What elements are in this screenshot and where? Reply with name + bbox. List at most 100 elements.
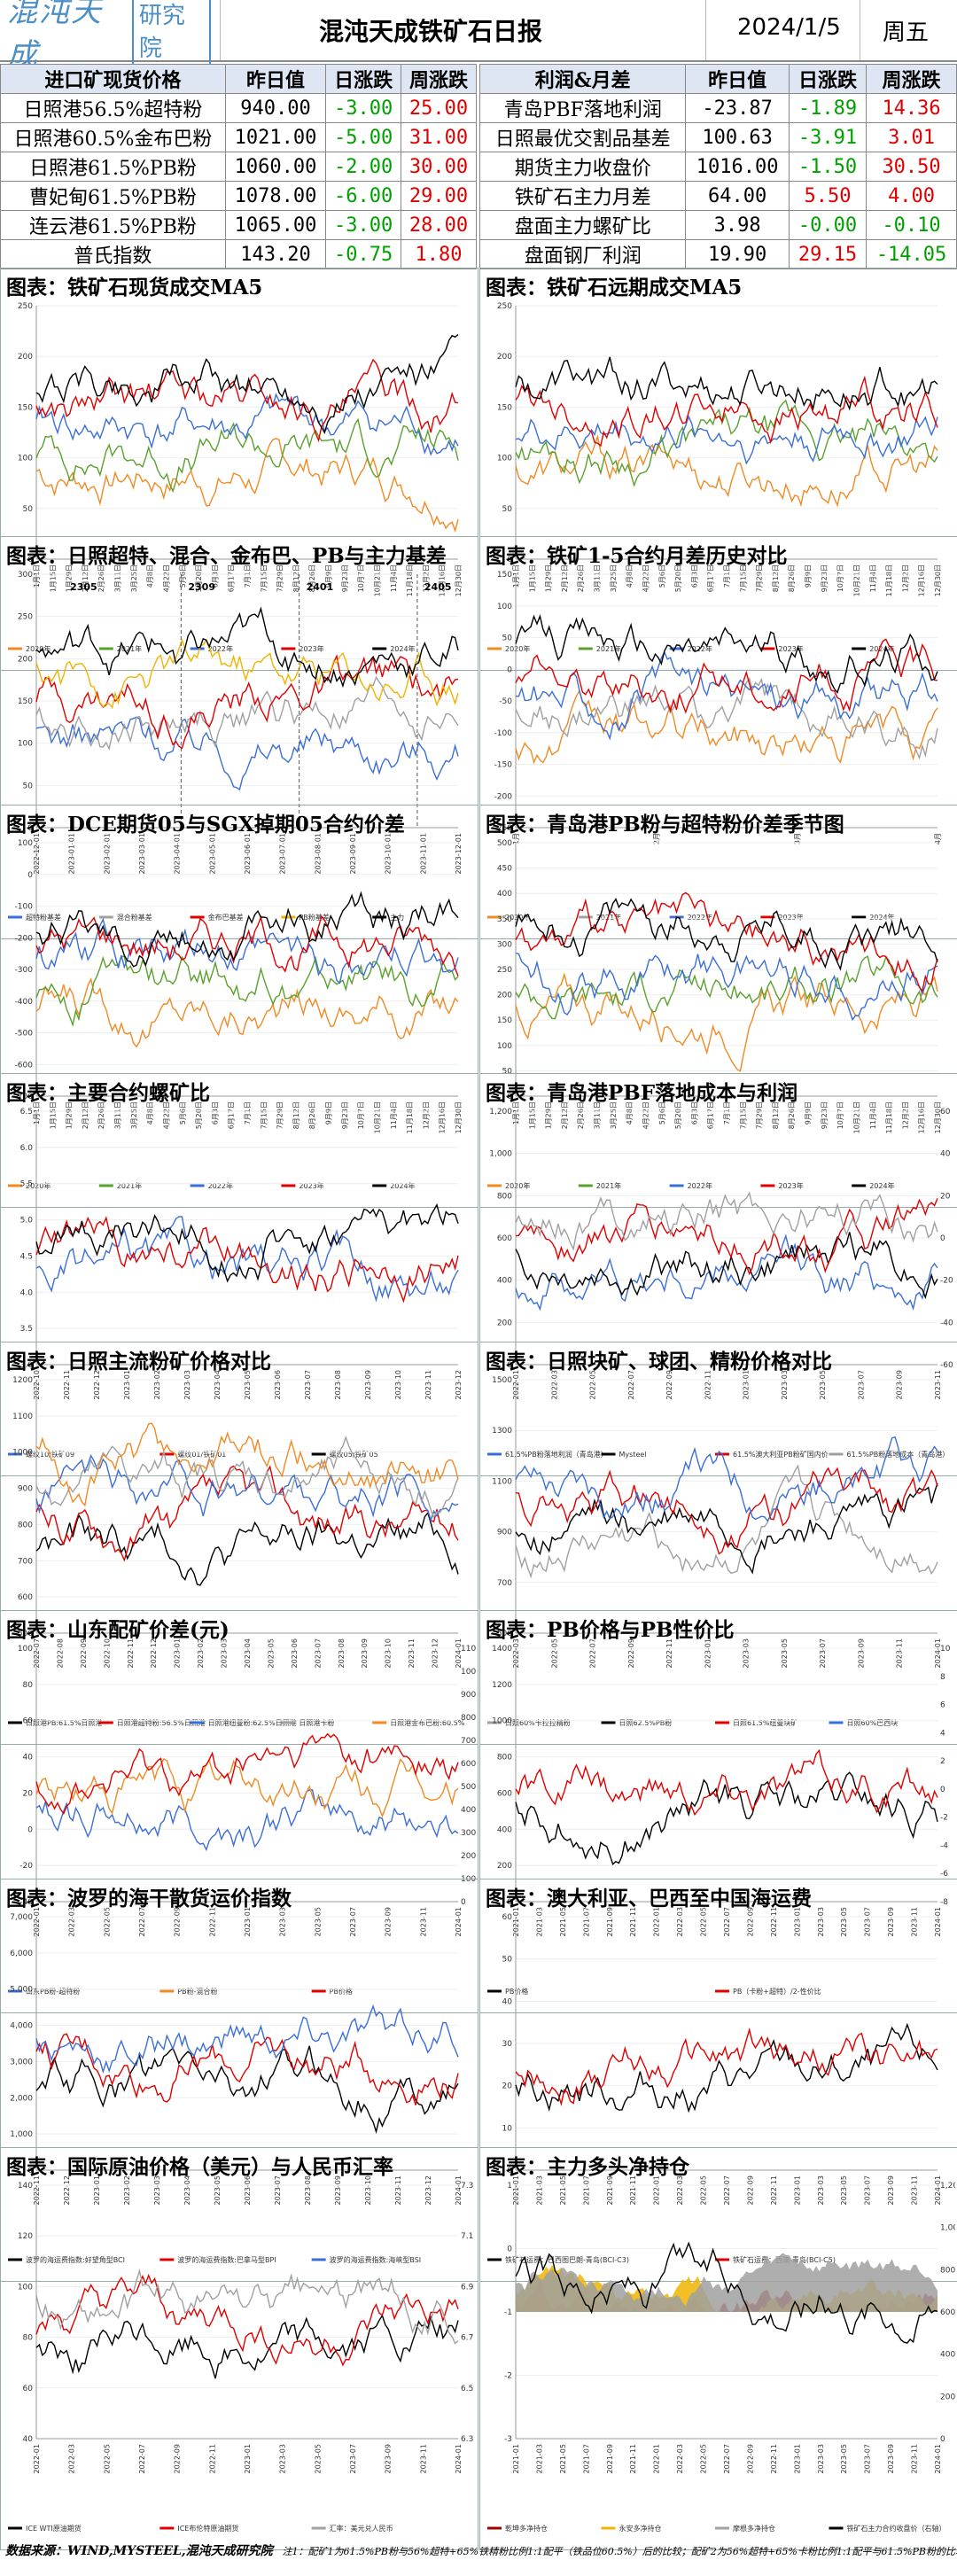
series-line <box>35 955 459 1027</box>
x-tick-label: 12月30日 <box>455 1101 463 1133</box>
y2-tick-label: 0 <box>940 2435 945 2444</box>
y-tick-label: -400 <box>15 998 34 1007</box>
y-tick-label: 1,000 <box>489 1150 512 1159</box>
x-tick-label: 9月9日 <box>805 1101 813 1125</box>
col-header: 周涨跌 <box>866 64 957 94</box>
y-tick-label: 150 <box>497 571 512 580</box>
x-tick-label: 2022-01 <box>653 1907 661 1936</box>
y2-tick-label: -20 <box>940 1277 953 1286</box>
series-line <box>35 2004 459 2074</box>
y-tick-label: 500 <box>497 1630 512 1638</box>
x-tick-label: 2023-04-01 <box>174 833 182 875</box>
y-tick-label: 30 <box>502 2040 513 2049</box>
y2-tick-label: 1000 <box>461 1668 476 1677</box>
y-tick-label: 400 <box>497 890 512 899</box>
series-area <box>516 2253 938 2312</box>
legend-label: PB粉基差 <box>299 913 329 922</box>
y-tick-label: 900 <box>18 1485 33 1494</box>
col-header: 日涨跌 <box>325 64 402 94</box>
x-tick-label: 4月22日 <box>162 564 170 592</box>
y-tick-label: 200 <box>497 1319 512 1327</box>
y-tick-label: 600 <box>497 1789 512 1798</box>
x-tick-label: 2023-01 <box>743 1370 751 1399</box>
series-line <box>515 1748 938 1817</box>
x-tick-label: 2月26日 <box>577 1101 585 1129</box>
y2-tick-label: -2 <box>940 1814 948 1823</box>
x-tick-label: 2022-11 <box>208 2444 216 2473</box>
chart-panel: 图表：日照超特、混合、金布巴、PB与主力基差 0 50 100 150 200 250 300… <box>0 536 478 939</box>
y-tick-label: -200 <box>494 792 513 801</box>
legend-label: 2023年 <box>778 644 803 653</box>
x-tick-label: 2021-05 <box>559 2444 567 2473</box>
chart-title: 图表：澳大利亚、巴西至中国海运费 <box>486 1887 812 1911</box>
x-tick-label: 2023-04 <box>183 2175 191 2205</box>
x-tick-label: 2023-05 <box>314 2444 322 2473</box>
chart-title: 图表：波罗的海干散货运价指数 <box>6 1887 292 1911</box>
x-tick-label: 2023-08-01 <box>314 833 322 875</box>
weekly-change: 30.50 <box>866 152 957 182</box>
x-tick-label: 2022-09 <box>665 1370 673 1399</box>
x-tick-label: 2023-04 <box>244 1638 252 1668</box>
row-label: 连云港61.5%PB粉 <box>0 210 226 240</box>
x-tick-label: 3月11日 <box>114 564 122 592</box>
legend-label: 2024年 <box>869 1181 894 1190</box>
series-line <box>35 417 459 494</box>
x-tick-label: 8月26日 <box>308 564 316 592</box>
y-tick-label: -2 <box>504 2372 512 2381</box>
x-tick-label: 6月3日 <box>211 564 219 588</box>
legend-label: 日照港纽曼粉:62.5%日照港 <box>208 1718 297 1727</box>
legend-label: 61.5%PB粉落地成本（青岛港） <box>847 1450 950 1459</box>
series-line <box>35 2314 459 2379</box>
y-tick-label: 100 <box>18 1645 33 1654</box>
x-tick-label: 2月26日 <box>97 564 105 592</box>
weekly-change: 4.00 <box>866 181 957 211</box>
chart-panel: 图表：PB价格与PB性价比 0 200 400 600 800 1000 1200 1400 -8… <box>479 1610 957 2013</box>
x-tick-label: 2022-07 <box>723 1907 731 1936</box>
x-tick-label: 2022-05 <box>103 2444 111 2473</box>
chart-title: 图表：日照主流粉矿价格对比 <box>6 1350 271 1374</box>
series-line <box>35 977 459 1048</box>
x-tick-label: 2023-11 <box>896 1638 904 1668</box>
y-tick-label: 200 <box>497 1862 512 1871</box>
company-logo: 混沌天成 研究院 <box>7 0 211 73</box>
legend-label: 2024年 <box>390 1181 415 1190</box>
daily-change: -6.00 <box>325 181 402 211</box>
y-tick-label: 120 <box>18 2232 33 2241</box>
y2-tick-label: 200 <box>461 1852 476 1861</box>
x-tick-label: 12月2日 <box>901 1101 909 1129</box>
weekly-change: -0.10 <box>866 210 957 240</box>
legend-label: 61.5%PB粉落地利润（青岛港） <box>505 1450 608 1459</box>
x-tick-label: 2023-06 <box>291 1638 299 1668</box>
y-tick-label: 50 <box>502 1956 513 1965</box>
prev-value: 100.63 <box>685 122 790 152</box>
weekly-change: 25.00 <box>401 93 477 123</box>
series-line <box>35 1511 459 1586</box>
series-line <box>515 891 938 992</box>
y2-tick-label: 6.9 <box>461 2283 474 2292</box>
x-tick-label: 2022-11 <box>665 1638 673 1668</box>
chart-title: 图表：主要合约螺矿比 <box>6 1081 210 1105</box>
y-tick-label: 600 <box>18 1593 33 1602</box>
x-tick-label: 2023-03 <box>279 2444 287 2473</box>
x-tick-label: 2021-03 <box>535 2175 543 2205</box>
col-header: 进口矿现货价格 <box>0 64 226 94</box>
y-tick-label: 6.0 <box>20 1144 34 1153</box>
x-tick-label: 2023-11 <box>911 1907 919 1936</box>
y-tick-label: 200 <box>497 353 512 362</box>
y-tick-label: 100 <box>18 839 33 848</box>
table-row: 曹妃甸61.5%PB粉 1078.00 -6.00 29.00 <box>0 181 477 211</box>
x-tick-label: 2023-09 <box>334 2175 342 2205</box>
y2-tick-label: 40 <box>940 1150 951 1159</box>
logo-box: 研究院 <box>131 0 211 66</box>
legend-label: 2022年 <box>688 913 712 922</box>
weekly-change: 30.00 <box>401 152 477 182</box>
y2-tick-label: 0 <box>461 1898 466 1907</box>
x-tick-label: 2023-09 <box>364 1370 372 1399</box>
x-tick-label: 12月30日 <box>934 564 942 596</box>
row-label: 普氏指数 <box>0 239 226 269</box>
y-tick-label: 250 <box>497 302 512 311</box>
legend-label: 超特粉基差 <box>26 913 61 922</box>
x-tick-label: 2022-07 <box>589 1638 597 1668</box>
series-line <box>35 393 459 456</box>
footer: 数据来源：WIND,MYSTEEL,混沌天成研究院 注1：配矿1为61.5%PB… <box>5 2541 957 2559</box>
